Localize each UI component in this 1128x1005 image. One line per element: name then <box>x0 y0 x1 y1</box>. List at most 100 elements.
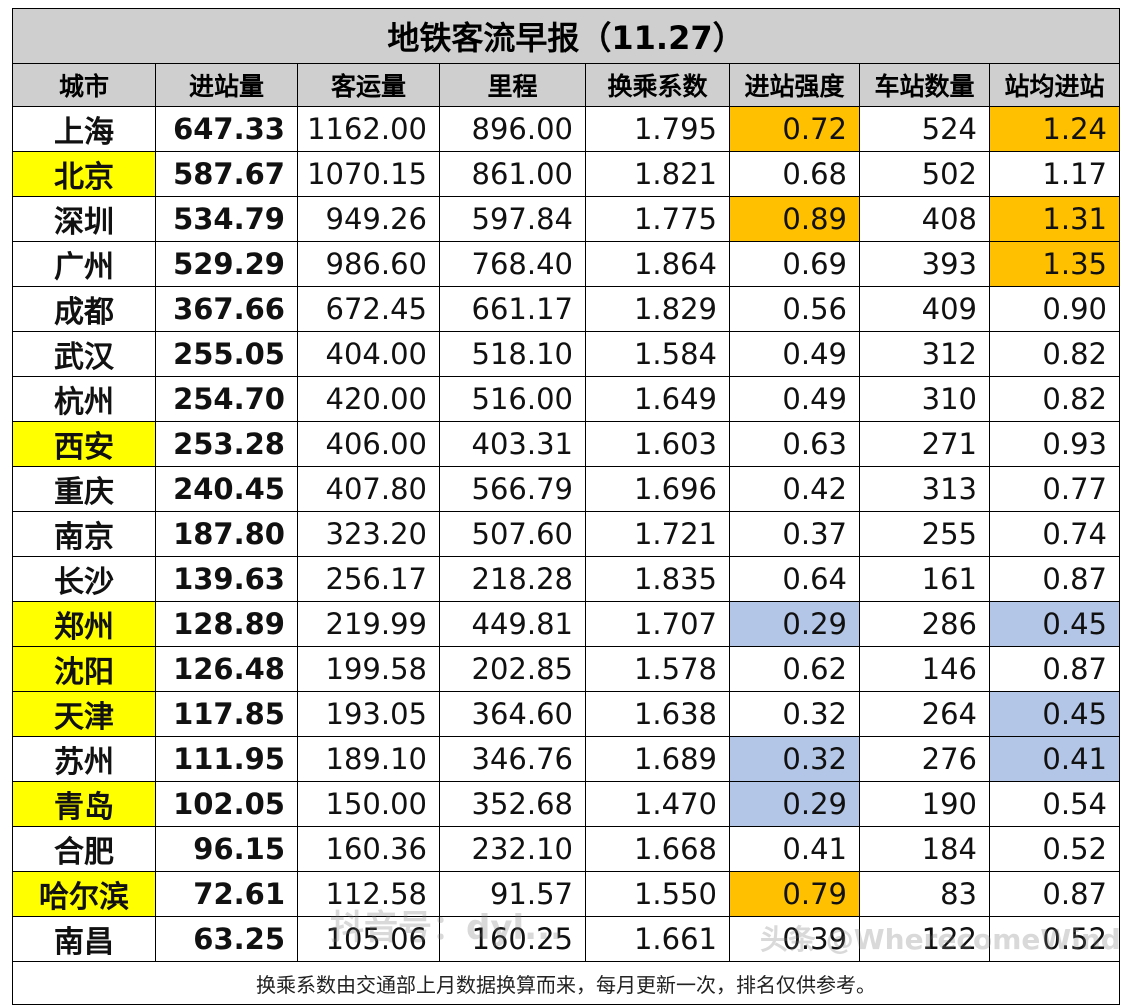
mileage-cell[interactable]: 91.57 <box>439 871 586 917</box>
transfer-cell[interactable]: 1.864 <box>585 241 730 287</box>
mileage-cell[interactable]: 518.10 <box>439 331 586 377</box>
mileage-cell[interactable]: 352.68 <box>439 781 586 827</box>
entries-cell[interactable]: 187.80 <box>155 511 298 557</box>
city-cell[interactable]: 武汉 <box>12 331 156 377</box>
intensity-cell[interactable]: 0.69 <box>729 241 860 287</box>
avg-cell[interactable]: 0.93 <box>989 421 1120 467</box>
stations-cell[interactable]: 264 <box>859 691 990 737</box>
transfer-cell[interactable]: 1.661 <box>585 916 730 962</box>
mileage-cell[interactable]: 346.76 <box>439 736 586 782</box>
entries-cell[interactable]: 117.85 <box>155 691 298 737</box>
ridership-cell[interactable]: 420.00 <box>297 376 440 422</box>
stations-cell[interactable]: 524 <box>859 106 990 152</box>
intensity-cell[interactable]: 0.39 <box>729 916 860 962</box>
mileage-cell[interactable]: 232.10 <box>439 826 586 872</box>
avg-cell[interactable]: 0.41 <box>989 736 1120 782</box>
avg-cell[interactable]: 0.77 <box>989 466 1120 512</box>
city-cell[interactable]: 哈尔滨 <box>12 871 156 917</box>
intensity-cell[interactable]: 0.68 <box>729 151 860 197</box>
intensity-cell[interactable]: 0.89 <box>729 196 860 242</box>
stations-cell[interactable]: 146 <box>859 646 990 692</box>
transfer-cell[interactable]: 1.821 <box>585 151 730 197</box>
stations-cell[interactable]: 122 <box>859 916 990 962</box>
stations-cell[interactable]: 83 <box>859 871 990 917</box>
entries-cell[interactable]: 102.05 <box>155 781 298 827</box>
entries-cell[interactable]: 254.70 <box>155 376 298 422</box>
stations-cell[interactable]: 271 <box>859 421 990 467</box>
entries-cell[interactable]: 529.29 <box>155 241 298 287</box>
avg-cell[interactable]: 0.52 <box>989 826 1120 872</box>
ridership-cell[interactable]: 407.80 <box>297 466 440 512</box>
transfer-cell[interactable]: 1.470 <box>585 781 730 827</box>
avg-cell[interactable]: 0.54 <box>989 781 1120 827</box>
city-cell[interactable]: 北京 <box>12 151 156 197</box>
mileage-cell[interactable]: 661.17 <box>439 286 586 332</box>
city-cell[interactable]: 上海 <box>12 106 156 152</box>
mileage-cell[interactable]: 202.85 <box>439 646 586 692</box>
avg-cell[interactable]: 0.52 <box>989 916 1120 962</box>
avg-cell[interactable]: 1.24 <box>989 106 1120 152</box>
stations-cell[interactable]: 161 <box>859 556 990 602</box>
avg-cell[interactable]: 1.17 <box>989 151 1120 197</box>
ridership-cell[interactable]: 986.60 <box>297 241 440 287</box>
intensity-cell[interactable]: 0.32 <box>729 736 860 782</box>
entries-cell[interactable]: 63.25 <box>155 916 298 962</box>
stations-cell[interactable]: 310 <box>859 376 990 422</box>
intensity-cell[interactable]: 0.64 <box>729 556 860 602</box>
city-cell[interactable]: 郑州 <box>12 601 156 647</box>
stations-cell[interactable]: 502 <box>859 151 990 197</box>
city-cell[interactable]: 成都 <box>12 286 156 332</box>
intensity-cell[interactable]: 0.41 <box>729 826 860 872</box>
transfer-cell[interactable]: 1.775 <box>585 196 730 242</box>
transfer-cell[interactable]: 1.835 <box>585 556 730 602</box>
city-cell[interactable]: 合肥 <box>12 826 156 872</box>
transfer-cell[interactable]: 1.649 <box>585 376 730 422</box>
city-cell[interactable]: 深圳 <box>12 196 156 242</box>
transfer-cell[interactable]: 1.721 <box>585 511 730 557</box>
entries-cell[interactable]: 96.15 <box>155 826 298 872</box>
avg-cell[interactable]: 0.45 <box>989 601 1120 647</box>
intensity-cell[interactable]: 0.63 <box>729 421 860 467</box>
intensity-cell[interactable]: 0.56 <box>729 286 860 332</box>
mileage-cell[interactable]: 861.00 <box>439 151 586 197</box>
avg-cell[interactable]: 0.45 <box>989 691 1120 737</box>
intensity-cell[interactable]: 0.29 <box>729 601 860 647</box>
stations-cell[interactable]: 313 <box>859 466 990 512</box>
ridership-cell[interactable]: 105.06 <box>297 916 440 962</box>
stations-cell[interactable]: 286 <box>859 601 990 647</box>
intensity-cell[interactable]: 0.79 <box>729 871 860 917</box>
mileage-cell[interactable]: 507.60 <box>439 511 586 557</box>
transfer-cell[interactable]: 1.603 <box>585 421 730 467</box>
city-cell[interactable]: 杭州 <box>12 376 156 422</box>
intensity-cell[interactable]: 0.72 <box>729 106 860 152</box>
city-cell[interactable]: 天津 <box>12 691 156 737</box>
entries-cell[interactable]: 139.63 <box>155 556 298 602</box>
avg-cell[interactable]: 0.82 <box>989 376 1120 422</box>
avg-cell[interactable]: 0.74 <box>989 511 1120 557</box>
intensity-cell[interactable]: 0.29 <box>729 781 860 827</box>
intensity-cell[interactable]: 0.37 <box>729 511 860 557</box>
ridership-cell[interactable]: 199.58 <box>297 646 440 692</box>
mileage-cell[interactable]: 364.60 <box>439 691 586 737</box>
mileage-cell[interactable]: 566.79 <box>439 466 586 512</box>
transfer-cell[interactable]: 1.829 <box>585 286 730 332</box>
entries-cell[interactable]: 255.05 <box>155 331 298 377</box>
mileage-cell[interactable]: 597.84 <box>439 196 586 242</box>
ridership-cell[interactable]: 219.99 <box>297 601 440 647</box>
intensity-cell[interactable]: 0.62 <box>729 646 860 692</box>
stations-cell[interactable]: 409 <box>859 286 990 332</box>
avg-cell[interactable]: 0.87 <box>989 871 1120 917</box>
avg-cell[interactable]: 0.87 <box>989 646 1120 692</box>
ridership-cell[interactable]: 256.17 <box>297 556 440 602</box>
ridership-cell[interactable]: 160.36 <box>297 826 440 872</box>
transfer-cell[interactable]: 1.689 <box>585 736 730 782</box>
ridership-cell[interactable]: 193.05 <box>297 691 440 737</box>
ridership-cell[interactable]: 1070.15 <box>297 151 440 197</box>
transfer-cell[interactable]: 1.795 <box>585 106 730 152</box>
entries-cell[interactable]: 587.67 <box>155 151 298 197</box>
city-cell[interactable]: 西安 <box>12 421 156 467</box>
stations-cell[interactable]: 184 <box>859 826 990 872</box>
mileage-cell[interactable]: 768.40 <box>439 241 586 287</box>
city-cell[interactable]: 重庆 <box>12 466 156 512</box>
mileage-cell[interactable]: 218.28 <box>439 556 586 602</box>
